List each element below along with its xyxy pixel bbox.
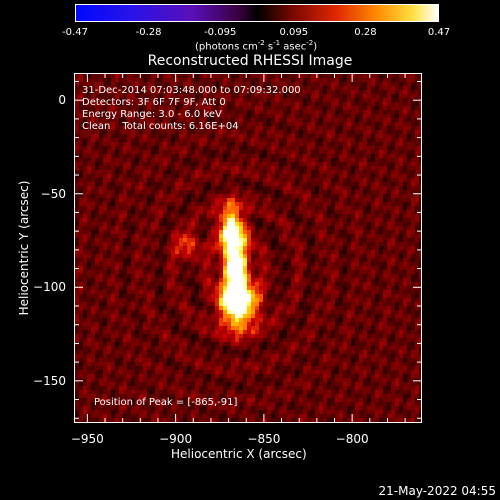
y-tick-label: 0 [58,93,66,108]
colorbar-tick-label: 0.095 [279,27,309,38]
x-tick-label: −900 [159,432,193,446]
x-tick-label: −850 [247,432,281,446]
info-counts: Total counts: 6.16E+04 [122,121,239,132]
y-axis-title: Heliocentric Y (arcsec) [17,180,31,316]
colorbar-units: (photons cm-2 s-1 asec-2) [195,39,318,53]
x-axis-title: Heliocentric X (arcsec) [171,447,307,461]
colorbar-tick-label: -0.47 [62,27,88,38]
colorbar-tick-label: -0.095 [204,27,237,38]
info-detectors: Detectors: 3F 6F 7F 9F, Att 0 [82,97,226,108]
colorbar-tick-label: -0.28 [135,27,162,38]
info-clean-label: Clean [82,121,111,132]
y-tick-label: −50 [40,186,66,201]
colorbar [75,4,439,22]
y-tick-label: −150 [33,373,66,388]
info-time: 31-Dec-2014 07:03:48.000 to 07:09:32.000 [82,85,301,96]
colorbar-tick-label: 0.47 [427,27,451,38]
info-peak: Position of Peak = [-865,-91] [94,397,238,408]
colorbar-tick-label: 0.28 [354,27,377,38]
info-energy: Energy Range: 3.0 - 6.0 keV [82,109,222,120]
colorbar-gradient [76,5,438,21]
plot-title: Reconstructed RHESSI Image [147,53,353,69]
x-tick-label: −950 [70,432,104,446]
y-tick-label: −100 [33,280,66,295]
timestamp: 21-May-2022 04:55 [378,484,496,498]
x-tick-label: −800 [335,432,369,446]
info-clean: Clean Total counts: 6.16E+04 [82,121,239,132]
